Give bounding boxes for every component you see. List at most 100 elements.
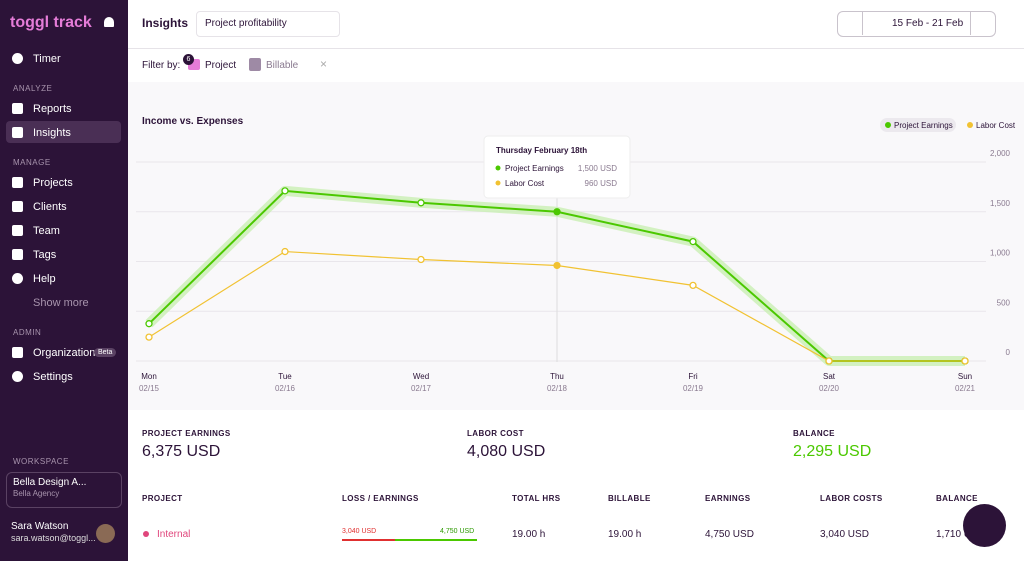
nav-item[interactable]: Organization <box>33 347 96 359</box>
tooltip-dot <box>495 180 501 186</box>
column-header[interactable]: TOTAL HRS <box>512 494 561 503</box>
point <box>417 199 425 207</box>
x-tick-date: 02/16 <box>275 384 296 393</box>
y-tick-label: 0 <box>1006 348 1011 357</box>
project-name[interactable]: Internal <box>157 529 191 540</box>
x-tick-label: Mon <box>141 372 157 381</box>
x-tick-label: Wed <box>413 372 429 381</box>
workspace-name: Bella Design A... <box>13 477 87 488</box>
workspace-sub: Bella Agency <box>13 489 60 498</box>
tooltip-name: Labor Cost <box>505 179 545 188</box>
point <box>281 247 289 256</box>
section-title: MANAGE <box>13 158 51 167</box>
filter-billable[interactable]: Billable <box>266 60 299 71</box>
workspace-selector[interactable] <box>6 472 122 508</box>
x-tick-date: 02/17 <box>411 384 432 393</box>
cell: 19.00 h <box>608 529 642 540</box>
nav-item[interactable]: Help <box>33 273 56 285</box>
x-tick-label: Fri <box>688 372 698 381</box>
chart: Income vs. Expenses 0 500 1,000 1,500 2,000 Mo… <box>128 82 1024 410</box>
icon <box>12 177 23 188</box>
column-header[interactable]: BALANCE <box>936 494 978 503</box>
report-label: Project profitability <box>205 18 287 29</box>
x-tick-date: 02/15 <box>139 384 160 393</box>
filter-project[interactable]: Project <box>205 60 237 71</box>
column-header[interactable]: LABOR COSTS <box>820 494 883 503</box>
tooltip: Thursday February 18th Project Earnings 1,… <box>483 135 631 199</box>
earn-bar <box>395 539 477 541</box>
x-tick-label: Tue <box>278 372 292 381</box>
x-tick-label: Sun <box>958 372 972 381</box>
clear-filter[interactable]: × <box>320 57 328 71</box>
nav-item[interactable]: Team <box>33 225 60 237</box>
point <box>553 208 561 216</box>
nav-timer[interactable]: Timer <box>33 53 61 65</box>
x-tick-label: Thu <box>550 372 564 381</box>
report-dropdown[interactable] <box>196 11 340 37</box>
sidebar: toggl track Timer ANALYZE Reports Insigh… <box>0 0 128 561</box>
section-title: ADMIN <box>13 328 42 337</box>
bell-icon[interactable] <box>104 17 114 27</box>
billable-icon <box>249 58 261 71</box>
cell: 4,750 USD <box>705 529 754 540</box>
section-title: WORKSPACE <box>13 457 69 466</box>
header <box>128 0 1024 49</box>
logo[interactable]: toggl track <box>10 14 92 31</box>
nav-item[interactable]: Clients <box>33 201 67 213</box>
nav-item[interactable]: Settings <box>33 371 73 383</box>
show-more[interactable]: Show more <box>33 297 89 309</box>
point <box>689 281 697 290</box>
date-picker[interactable] <box>837 11 996 37</box>
x-tick-date: 02/21 <box>955 384 976 393</box>
active-bg <box>6 121 121 143</box>
nav-item[interactable]: Projects <box>33 177 73 189</box>
nav-item[interactable]: Reports <box>33 103 72 115</box>
beta-badge: Beta <box>94 348 117 357</box>
avatar[interactable] <box>96 524 115 543</box>
cell: 1,710 USD <box>936 529 985 540</box>
column-header[interactable]: EARNINGS <box>705 494 751 503</box>
point <box>145 320 153 328</box>
point <box>281 187 289 195</box>
chat-button[interactable] <box>963 504 1006 547</box>
legend-bg <box>880 118 956 132</box>
icon <box>12 347 23 358</box>
summary-label: BALANCE <box>793 429 835 438</box>
tooltip-title: Thursday February 18th <box>496 146 587 155</box>
column-header[interactable]: LOSS / EARNINGS <box>342 494 419 503</box>
icon <box>12 249 23 260</box>
tooltip-dot <box>495 165 501 171</box>
page-title: Insights <box>142 16 189 30</box>
point <box>417 255 425 264</box>
date-range: 15 Feb - 21 Feb <box>892 18 964 29</box>
section-title: ANALYZE <box>13 84 53 93</box>
x-tick-date: 02/20 <box>819 384 840 393</box>
count-badge: 6 <box>183 54 194 65</box>
x-tick-date: 02/18 <box>547 384 568 393</box>
tooltip-value: 960 USD <box>585 179 618 188</box>
legend-dot <box>885 122 891 128</box>
y-tick-label: 1,000 <box>990 249 1011 258</box>
cell: 19.00 h <box>512 529 546 540</box>
icon <box>12 371 23 382</box>
tooltip-value: 1,500 USD <box>578 164 617 173</box>
nav-item[interactable]: Insights <box>33 127 71 139</box>
y-tick-label: 2,000 <box>990 149 1011 158</box>
x-tick-label: Sat <box>823 372 836 381</box>
column-header[interactable]: PROJECT <box>142 494 183 503</box>
point <box>689 237 697 246</box>
user-name: Sara Watson <box>11 521 69 532</box>
point <box>961 357 969 365</box>
point <box>825 357 833 365</box>
y-tick-label: 500 <box>997 298 1011 307</box>
summary-value: 2,295 USD <box>793 443 872 460</box>
chart-title: Income vs. Expenses <box>142 116 244 127</box>
point <box>145 333 153 341</box>
icon <box>12 201 23 212</box>
loss-label: 3,040 USD <box>342 528 377 535</box>
nav-item[interactable]: Tags <box>33 249 57 261</box>
column-header[interactable]: BILLABLE <box>608 494 651 503</box>
summary-label: LABOR COST <box>467 429 524 438</box>
project-icon <box>188 59 200 70</box>
